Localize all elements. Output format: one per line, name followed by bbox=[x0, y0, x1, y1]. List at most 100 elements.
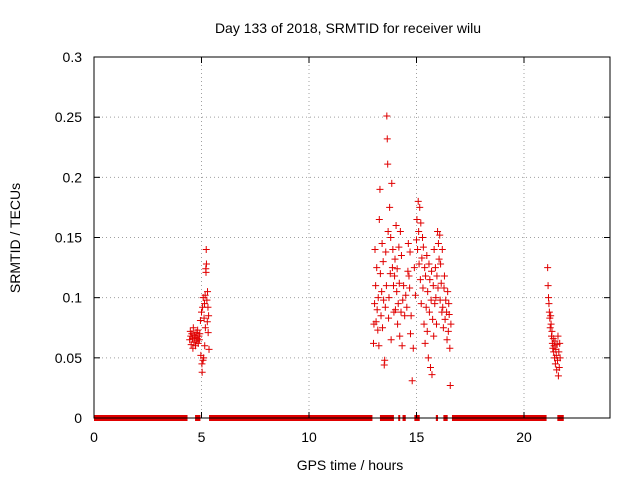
x-tick-label: 10 bbox=[301, 429, 317, 445]
data-point bbox=[433, 272, 441, 280]
data-point bbox=[440, 272, 448, 280]
data-point bbox=[545, 294, 553, 302]
data-point bbox=[421, 339, 429, 347]
data-point bbox=[422, 272, 430, 280]
data-point bbox=[372, 318, 380, 326]
data-point bbox=[198, 360, 206, 368]
data-point bbox=[406, 330, 414, 338]
data-point bbox=[429, 315, 437, 323]
data-point bbox=[416, 276, 424, 284]
data-point bbox=[409, 344, 417, 352]
data-point bbox=[426, 363, 434, 371]
data-point bbox=[436, 231, 444, 239]
data-point bbox=[550, 342, 558, 350]
data-point bbox=[403, 303, 411, 311]
data-point bbox=[430, 246, 438, 254]
data-point bbox=[371, 300, 379, 308]
data-point bbox=[373, 264, 381, 272]
data-point bbox=[435, 255, 443, 263]
data-point bbox=[423, 327, 431, 335]
data-point bbox=[204, 303, 212, 311]
data-point bbox=[429, 282, 437, 290]
data-point bbox=[441, 315, 449, 323]
data-point bbox=[425, 260, 433, 268]
data-point bbox=[416, 203, 424, 211]
data-point bbox=[440, 284, 448, 292]
data-point bbox=[438, 246, 446, 254]
data-point bbox=[407, 312, 415, 320]
data-point bbox=[556, 339, 564, 347]
data-point bbox=[202, 260, 210, 268]
data-point bbox=[545, 308, 553, 316]
y-tick-label: 0.15 bbox=[55, 230, 82, 246]
data-points bbox=[186, 112, 564, 390]
data-point bbox=[204, 288, 212, 296]
data-point bbox=[400, 282, 408, 290]
data-point bbox=[398, 342, 406, 350]
y-tick-label: 0.05 bbox=[55, 350, 82, 366]
data-point bbox=[419, 284, 427, 292]
data-point bbox=[413, 215, 421, 223]
y-axis-label: SRMTID / TECUs bbox=[7, 183, 23, 293]
data-point bbox=[434, 240, 442, 248]
y-tick-label: 0.25 bbox=[55, 109, 82, 125]
data-point bbox=[201, 300, 209, 308]
data-point bbox=[546, 324, 554, 332]
data-point bbox=[196, 330, 204, 338]
data-point bbox=[203, 296, 211, 304]
y-tick-label: 0.2 bbox=[63, 169, 83, 185]
data-point bbox=[437, 260, 445, 268]
data-point bbox=[402, 291, 410, 299]
data-point bbox=[411, 291, 419, 299]
data-point bbox=[405, 272, 413, 280]
data-point bbox=[399, 296, 407, 304]
data-point bbox=[544, 264, 552, 272]
data-point bbox=[426, 276, 434, 284]
data-point bbox=[414, 246, 422, 254]
data-point bbox=[381, 303, 389, 311]
data-point bbox=[444, 327, 452, 335]
data-point bbox=[391, 255, 399, 263]
data-point bbox=[382, 282, 390, 290]
data-point bbox=[375, 342, 383, 350]
data-point bbox=[203, 318, 211, 326]
data-point bbox=[392, 221, 400, 229]
data-point bbox=[395, 279, 403, 287]
data-point bbox=[384, 160, 392, 168]
data-point bbox=[201, 342, 209, 350]
data-point bbox=[401, 312, 409, 320]
data-point bbox=[393, 288, 401, 296]
data-point bbox=[198, 308, 205, 316]
x-tick-label: 20 bbox=[516, 429, 532, 445]
data-point bbox=[397, 308, 405, 316]
data-point bbox=[439, 324, 447, 332]
data-point bbox=[425, 308, 433, 316]
data-point bbox=[384, 227, 392, 235]
data-point bbox=[189, 324, 197, 332]
data-point bbox=[370, 339, 377, 347]
data-point bbox=[545, 300, 553, 308]
data-point bbox=[389, 246, 397, 254]
data-point bbox=[419, 243, 427, 251]
data-point bbox=[372, 282, 380, 290]
data-point bbox=[551, 360, 559, 368]
data-point bbox=[195, 336, 203, 344]
data-point bbox=[196, 317, 204, 325]
data-point bbox=[204, 329, 212, 337]
data-point bbox=[444, 288, 452, 296]
data-point bbox=[424, 354, 432, 362]
data-point bbox=[205, 345, 213, 353]
data-point bbox=[388, 264, 396, 272]
y-tick-label: 0.1 bbox=[63, 290, 83, 306]
data-point bbox=[386, 203, 394, 211]
data-point bbox=[446, 382, 454, 390]
data-point bbox=[200, 314, 208, 322]
chart-title: Day 133 of 2018, SRMTID for receiver wil… bbox=[215, 20, 481, 36]
data-point bbox=[446, 344, 454, 352]
data-point bbox=[374, 294, 382, 302]
data-point bbox=[417, 300, 425, 308]
data-point bbox=[548, 327, 556, 335]
data-point bbox=[544, 282, 552, 290]
data-point bbox=[406, 248, 414, 256]
